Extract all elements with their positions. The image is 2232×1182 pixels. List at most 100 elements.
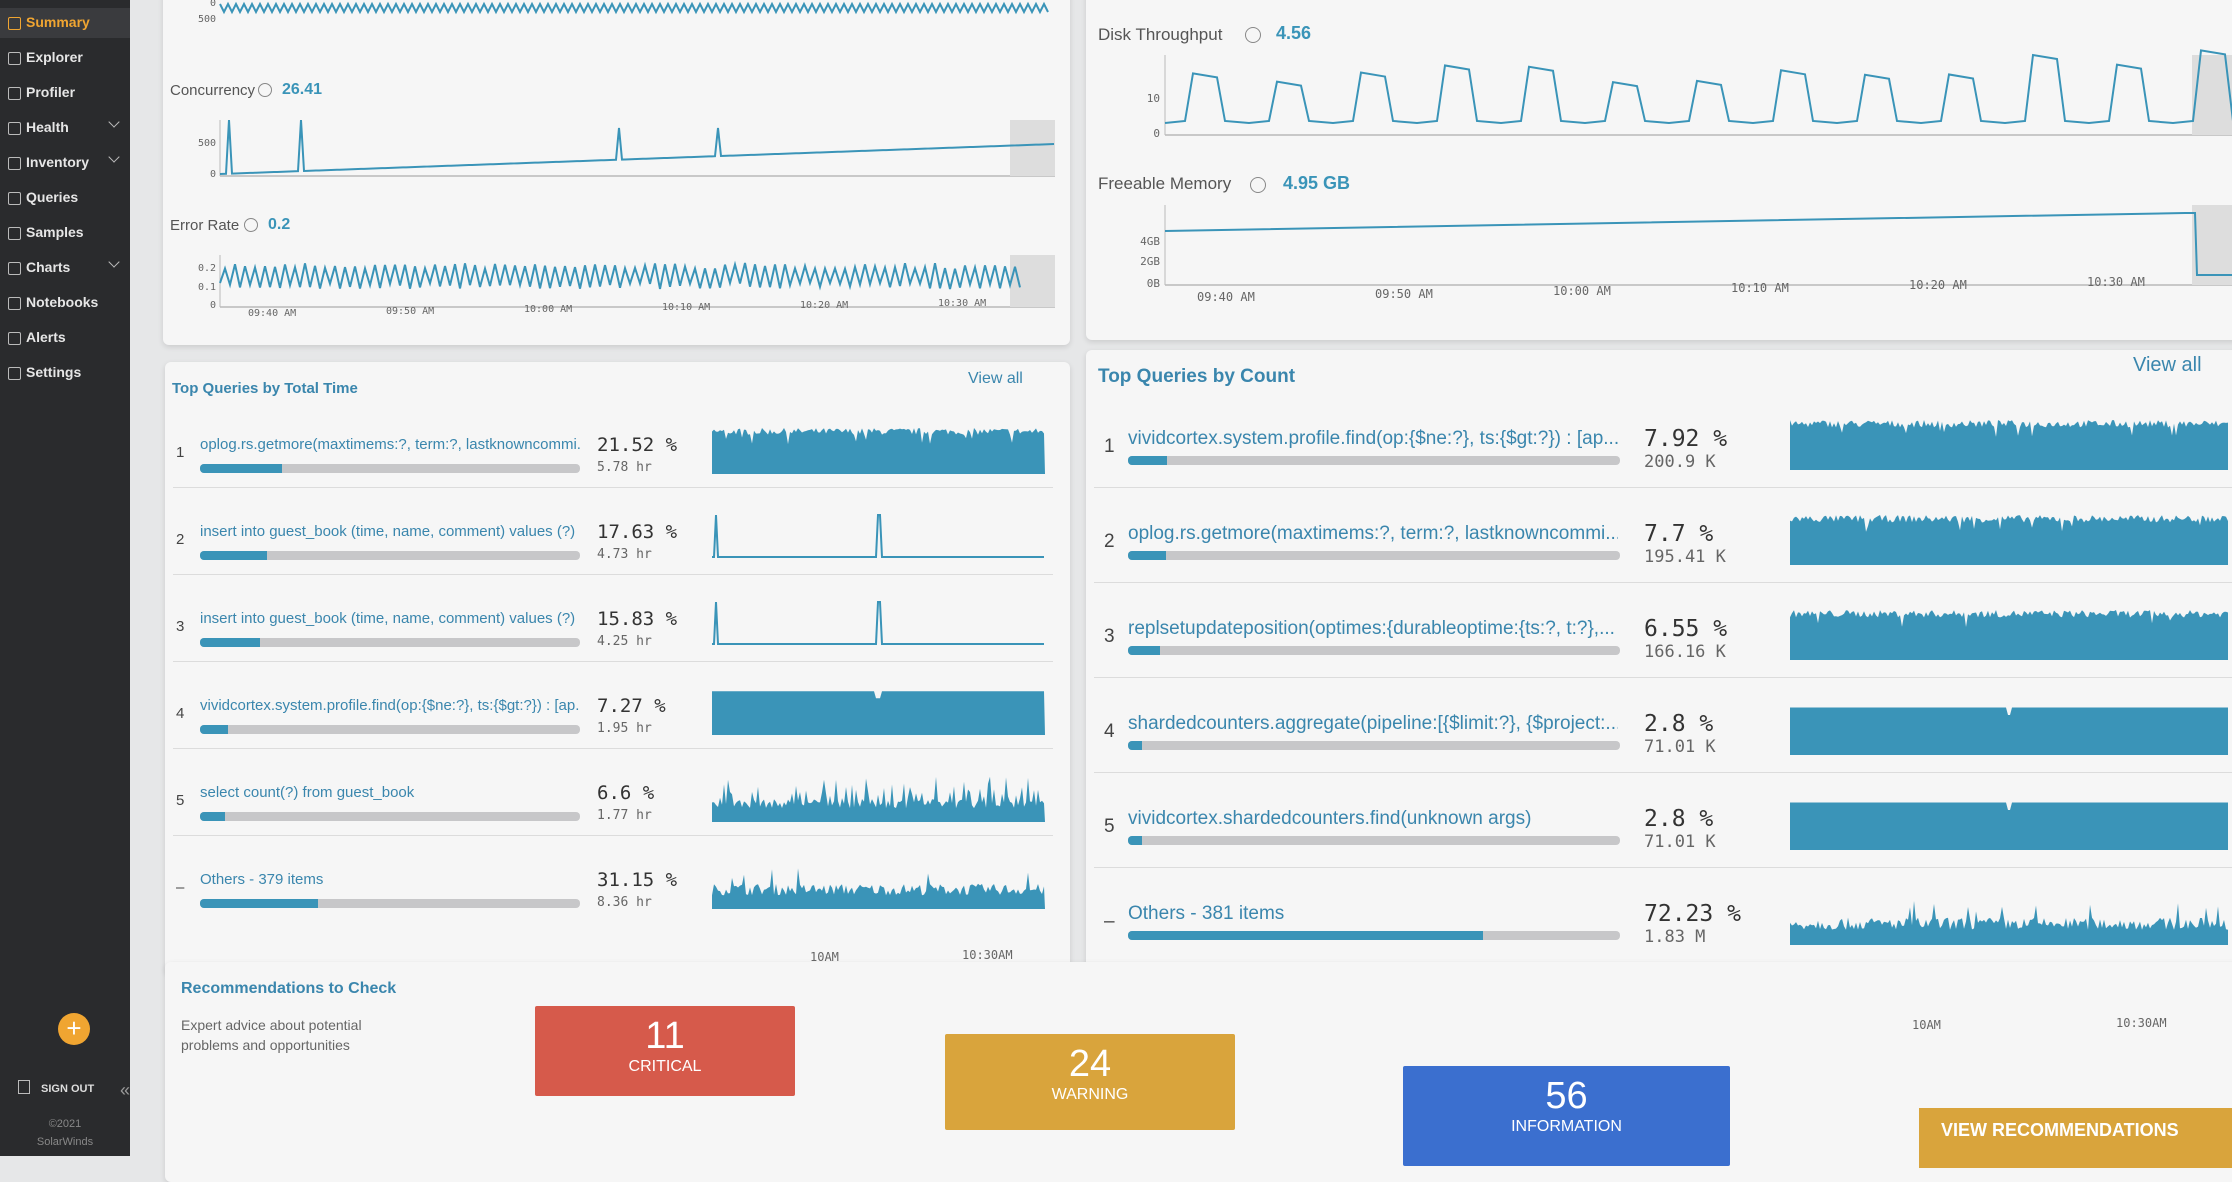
share-track [1128, 931, 1620, 940]
tick-label: 500 [197, 14, 216, 25]
view-recommendations[interactable]: VIEW RECOMMENDATIONS [1919, 1108, 2232, 1168]
share-track [200, 725, 580, 734]
metric-value: 4.56 [1276, 23, 1312, 43]
view-all[interactable]: View all [968, 370, 1023, 387]
total: 200.9 K [1644, 452, 1716, 472]
nav-item[interactable]: Summary [26, 14, 90, 30]
query-text[interactable]: shardedcounters.aggregate(pipeline:[{$li… [1128, 713, 1618, 734]
sparkline [1790, 802, 2228, 850]
row-divider [173, 748, 1053, 749]
time-label: 10:10 AM [662, 302, 711, 313]
rec-description: Expert advice about potential problems a… [181, 1017, 362, 1053]
total: 8.36 hr [597, 895, 652, 910]
share-label: 2.8 % [1644, 806, 1714, 832]
total: 1.77 hr [597, 808, 652, 823]
sparkline [712, 601, 1044, 645]
query-text[interactable]: vividcortex.shardedcounters.find(unknown… [1128, 808, 1532, 829]
rec-card[interactable]: 24 WARNING [945, 1034, 1235, 1130]
collapse[interactable]: « [120, 1080, 131, 1100]
nav-item[interactable]: Inventory [26, 154, 90, 170]
nav-item[interactable]: Explorer [26, 49, 83, 65]
share-track [200, 812, 580, 821]
share-label: 7.7 % [1644, 521, 1714, 547]
share-bar [1128, 456, 1167, 465]
nav-item[interactable]: Health [26, 119, 69, 135]
info-icon [258, 83, 272, 97]
query-text[interactable]: vividcortex.system.profile.find(op:{$ne:… [1128, 428, 1618, 449]
rec-card[interactable]: 11 CRITICAL [535, 1006, 795, 1096]
query-text[interactable]: oplog.rs.getmore(maxtimems:?, term:?, la… [1128, 523, 1618, 544]
time-label: 09:40 AM [1197, 290, 1255, 304]
share-track [1128, 836, 1620, 845]
sparkline [1790, 707, 2228, 755]
query-text[interactable]: select count(?) from guest_book [200, 784, 415, 801]
rec-count: 24 [1068, 1043, 1112, 1085]
rec-title: Recommendations to Check [181, 980, 397, 997]
sparkline [712, 514, 1044, 558]
query-text[interactable]: oplog.rs.getmore(maxtimems:?, term:?, la… [200, 436, 580, 453]
time-label: 10:00 AM [524, 304, 573, 315]
metric-line [1164, 212, 2232, 276]
sparkline-area [1790, 802, 2228, 850]
share-bar [200, 464, 282, 473]
nav-item[interactable]: Profiler [26, 84, 76, 100]
add-button[interactable]: + [58, 1013, 90, 1045]
range-shade [2192, 205, 2232, 285]
tick-label: 500 [197, 138, 216, 149]
query-text[interactable]: vividcortex.system.profile.find(op:{$ne:… [200, 697, 580, 714]
sparkline-area [712, 868, 1045, 909]
share-bar [200, 638, 261, 647]
nav-item[interactable]: Charts [26, 259, 71, 275]
info-icon [244, 218, 258, 232]
sign-out[interactable]: SIGN OUT [41, 1083, 95, 1095]
sparkline [1790, 610, 2228, 660]
rank: 4 [1104, 721, 1115, 742]
nav-item[interactable]: Queries [26, 189, 79, 205]
chevron [108, 256, 120, 268]
query-text[interactable]: insert into guest_book (time, name, comm… [200, 523, 576, 540]
tick-label: 0.2 [197, 263, 216, 274]
share-label: 17.63 % [597, 521, 678, 543]
nav-item[interactable]: Alerts [26, 329, 66, 345]
sparkline-area [1790, 707, 2228, 755]
share-track [1128, 456, 1620, 465]
sparkline [712, 691, 1045, 735]
share-label: 72.23 % [1644, 901, 1741, 927]
share-bar [200, 899, 319, 908]
query-text[interactable]: replsetupdateposition(optimes:{durableop… [1128, 618, 1615, 639]
metric-line [219, 260, 1021, 291]
nav-icon [8, 52, 21, 65]
nav-icon [8, 332, 21, 345]
rank: 2 [176, 531, 185, 548]
row-divider [173, 661, 1053, 662]
share-label: 31.15 % [597, 869, 678, 891]
time-label: 10:30 AM [2087, 275, 2145, 289]
metric-label: Concurrency [170, 82, 256, 99]
share-bar [200, 725, 228, 734]
row-divider [1094, 582, 2232, 583]
tick-label: 2GB [1140, 255, 1160, 268]
time-label: 09:40 AM [248, 308, 297, 319]
share-bar [200, 551, 267, 560]
time-label: 10:10 AM [1731, 281, 1789, 295]
rank: 2 [1104, 531, 1115, 552]
total: 195.41 K [1644, 547, 1726, 567]
query-text[interactable]: Others - 379 items [200, 871, 324, 888]
sparkline-area [1790, 610, 2228, 660]
total: 1.95 hr [597, 721, 652, 736]
sign-out-icon [18, 1080, 30, 1094]
share-label: 7.27 % [597, 695, 666, 717]
sparkline [1790, 515, 2228, 565]
overview-left-panel [163, 0, 1070, 345]
time-label: 10:00 AM [1553, 284, 1611, 298]
share-bar [200, 812, 226, 821]
share-bar [1128, 836, 1142, 845]
rec-card[interactable]: 56 INFORMATION [1403, 1066, 1730, 1166]
query-text[interactable]: Others - 381 items [1128, 903, 1285, 924]
nav-item[interactable]: Settings [26, 364, 82, 380]
view-all[interactable]: View all [2133, 354, 2202, 376]
query-text[interactable]: insert into guest_book (time, name, comm… [200, 610, 576, 627]
nav-item[interactable]: Notebooks [26, 294, 99, 310]
nav-item[interactable]: Samples [26, 224, 84, 240]
